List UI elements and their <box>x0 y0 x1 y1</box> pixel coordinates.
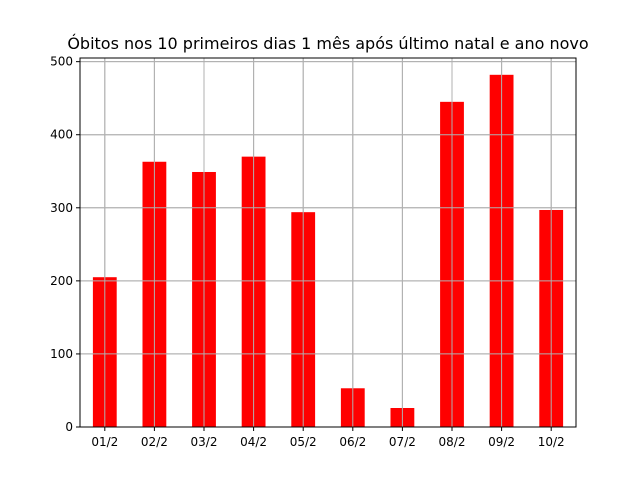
y-tick-label: 300 <box>50 201 73 215</box>
x-tick-label: 07/2 <box>389 435 416 449</box>
bars <box>92 74 564 428</box>
y-tick-label: 400 <box>50 128 73 142</box>
x-tick-label: 08/2 <box>439 435 466 449</box>
plot-frame <box>79 57 577 428</box>
y-tick-label: 100 <box>50 347 73 361</box>
x-tick-label: 02/2 <box>141 435 168 449</box>
x-tick-label: 10/2 <box>538 435 565 449</box>
x-axis: 01/2 02/2 03/2 04/2 05/2 06/2 07/2 08/2 09/2 10/2 <box>91 427 565 449</box>
x-tick-label: 01/2 <box>91 435 118 449</box>
x-tick-label: 05/2 <box>290 435 317 449</box>
x-tick-label: 04/2 <box>240 435 267 449</box>
x-tick-label: 09/2 <box>488 435 515 449</box>
x-tick-label: 06/2 <box>339 435 366 449</box>
y-axis: 0 100 200 300 400 500 <box>50 55 80 434</box>
y-tick-label: 500 <box>50 55 73 69</box>
chart-title: Óbitos nos 10 primeiros dias 1 mês após … <box>67 34 588 53</box>
grid-overlay <box>80 58 576 428</box>
y-tick-label: 200 <box>50 274 73 288</box>
x-tick-label: 03/2 <box>191 435 218 449</box>
y-tick-label: 0 <box>65 420 73 434</box>
